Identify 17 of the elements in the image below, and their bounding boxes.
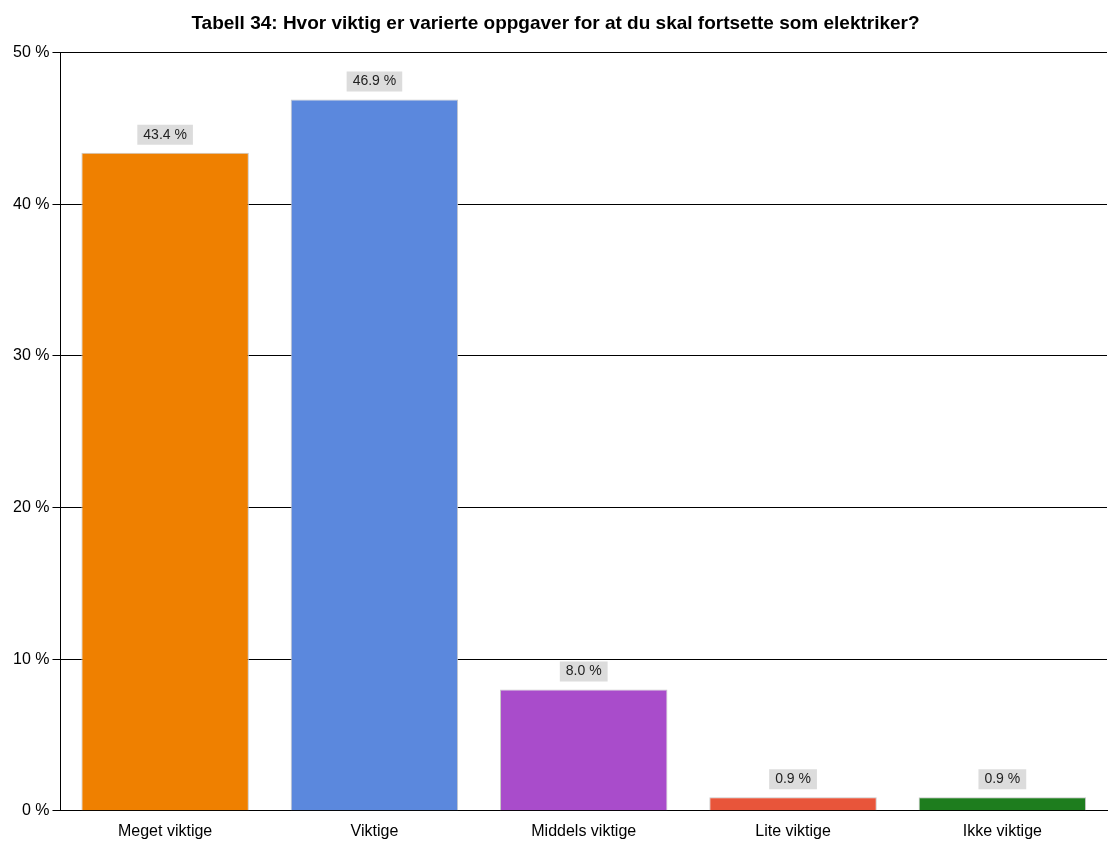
- x-tick-label: Meget viktige: [117, 821, 213, 839]
- x-tick-label: Middels viktige: [531, 821, 637, 839]
- x-tick-label: Viktige: [350, 821, 399, 839]
- x-tick-label: Ikke viktige: [962, 821, 1043, 839]
- x-tick-label: Lite viktige: [755, 821, 831, 839]
- y-tick-label: 0 %: [21, 801, 50, 819]
- y-tick-label: 40 %: [13, 194, 50, 212]
- y-tick-label: 10 %: [13, 649, 50, 667]
- data-label: 0.9 %: [984, 770, 1021, 787]
- y-tick-label: 30 %: [13, 346, 50, 364]
- data-label: 43.4 %: [143, 125, 187, 142]
- data-label: 46.9 %: [352, 72, 397, 89]
- chart-title: Tabell 34: Hvor viktig er varierte oppgaver for at du skal fortsette som elektriker?: [190, 12, 921, 34]
- y-tick-label: 20 %: [13, 497, 50, 515]
- data-label: 8.0 %: [565, 662, 602, 679]
- data-label: 0.9 %: [775, 770, 811, 787]
- y-tick-label: 50 %: [13, 43, 50, 61]
